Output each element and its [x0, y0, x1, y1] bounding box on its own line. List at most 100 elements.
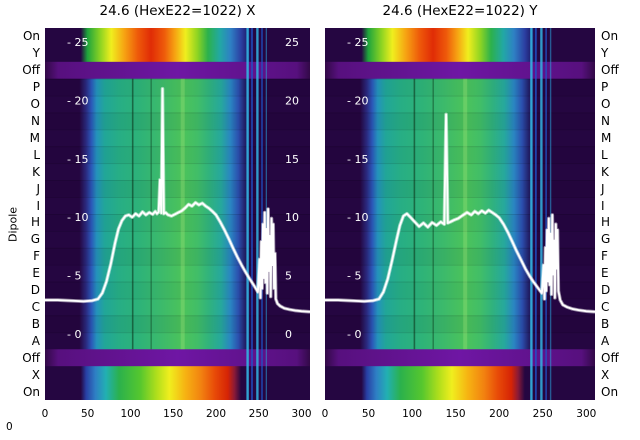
- row-separator: [45, 197, 310, 198]
- row-label-right: On: [601, 384, 619, 399]
- row-separator: [325, 78, 595, 80]
- heatmap-stripe: [131, 78, 134, 350]
- heatmap-stripe: [261, 28, 263, 400]
- heatmap-row: [325, 28, 595, 46]
- heatmap-stripe: [251, 28, 253, 400]
- row-separator: [325, 230, 595, 232]
- value-tick-label-right: 15: [285, 153, 299, 166]
- heatmap-stripe: [180, 78, 185, 350]
- value-tick-label-left: - 0: [347, 328, 361, 341]
- heatmap-row: [45, 129, 310, 147]
- heatmap-stripe: [530, 28, 533, 400]
- heatmap-row: [325, 315, 595, 333]
- heatmap-row: [325, 214, 595, 232]
- row-separator: [45, 163, 310, 165]
- row-shade: [45, 315, 310, 333]
- row-label-left: K: [32, 164, 40, 179]
- row-label-right: J: [601, 181, 605, 196]
- row-label-right: P: [601, 80, 609, 95]
- row-label-right: C: [601, 300, 610, 314]
- row-separator: [45, 95, 310, 97]
- plot-title-y: 24.6 (HexE22=1022) Y: [382, 3, 538, 19]
- x-tick-label: 200: [489, 408, 510, 420]
- row-label-left: O: [30, 97, 40, 112]
- value-tick-label-right: 10: [285, 211, 299, 224]
- row-shade: [325, 79, 595, 96]
- x-tick-label: 250: [532, 408, 553, 420]
- heatmap-stripe: [256, 28, 259, 400]
- value-tick-label-right: 5: [285, 270, 292, 283]
- row-label-left: I: [36, 198, 40, 213]
- heatmap-row: [325, 197, 595, 215]
- heatmap-row: [325, 163, 595, 181]
- heatmap-row: [45, 332, 310, 350]
- row-label-right: Off: [601, 63, 619, 78]
- value-tick-label-left: - 25: [347, 36, 368, 49]
- row-separator: [45, 230, 310, 232]
- heatmap-row: [45, 349, 310, 367]
- heatmap-row: [45, 44, 310, 63]
- heatmap-stripe: [413, 78, 416, 350]
- row-label-left: X: [31, 367, 40, 382]
- row-label-left: Y: [32, 46, 40, 61]
- plot-title-x: 24.6 (HexE22=1022) X: [99, 3, 256, 19]
- row-label-right: Off: [601, 350, 619, 365]
- row-separator: [325, 315, 595, 317]
- heatmap-row: [45, 78, 310, 97]
- row-shade: [45, 112, 310, 130]
- row-separator: [45, 298, 310, 300]
- row-label-right: E: [601, 266, 609, 281]
- row-label-right: H: [601, 215, 611, 230]
- value-tick-label-right: 20: [285, 94, 299, 107]
- row-label-right: O: [601, 97, 611, 112]
- value-tick-label-left: - 20: [347, 94, 368, 107]
- row-separator: [45, 129, 310, 131]
- row-label-left: G: [30, 232, 40, 247]
- row-separator: [325, 129, 595, 131]
- heatmap-row: [325, 146, 595, 164]
- row-label-left: H: [30, 215, 40, 230]
- row-label-left: Off: [22, 350, 40, 365]
- row-label-left: J: [36, 181, 40, 196]
- row-label-left: A: [31, 333, 40, 348]
- row-label-right: G: [601, 232, 611, 247]
- x-tick-label: 150: [163, 408, 184, 420]
- row-label-right: A: [601, 333, 610, 348]
- row-separator: [325, 112, 595, 114]
- row-label-left: M: [29, 130, 40, 145]
- row-label-left: D: [30, 283, 40, 298]
- row-label-right: L: [601, 147, 608, 162]
- x-tick-label: 300: [291, 408, 312, 420]
- heatmap-stripe: [549, 28, 552, 400]
- row-label-right: F: [601, 249, 608, 264]
- row-separator: [45, 281, 310, 283]
- heatmap-row: [325, 298, 595, 317]
- heatmap-stripe: [535, 28, 537, 400]
- row-label-right: B: [601, 316, 610, 331]
- heatmap-row: [45, 383, 310, 400]
- row-label-right: D: [601, 283, 611, 298]
- heatmap-row: [45, 163, 310, 181]
- x-tick-label: 0: [41, 408, 49, 420]
- row-separator: [45, 315, 310, 317]
- heatmap-row: [325, 61, 595, 80]
- heatmap-row: [45, 112, 310, 131]
- heatmap-row: [325, 366, 595, 384]
- x-tick-label: 50: [361, 408, 376, 420]
- row-separator: [45, 78, 310, 80]
- row-label-right: K: [601, 164, 609, 179]
- heatmap-row: [325, 281, 595, 300]
- row-separator: [325, 332, 595, 334]
- x-tick-label: 300: [576, 408, 597, 420]
- row-label-left: On: [22, 384, 40, 399]
- row-shade: [325, 315, 595, 333]
- row-separator: [325, 247, 595, 249]
- heatmap-row: [45, 366, 310, 384]
- heatmap-row: [45, 281, 310, 300]
- row-label-right: N: [601, 114, 610, 128]
- heatmap-row: [325, 383, 595, 400]
- row-label-left: N: [31, 114, 40, 128]
- origin-label: 0: [6, 421, 13, 433]
- value-tick-label-left: - 5: [67, 270, 81, 283]
